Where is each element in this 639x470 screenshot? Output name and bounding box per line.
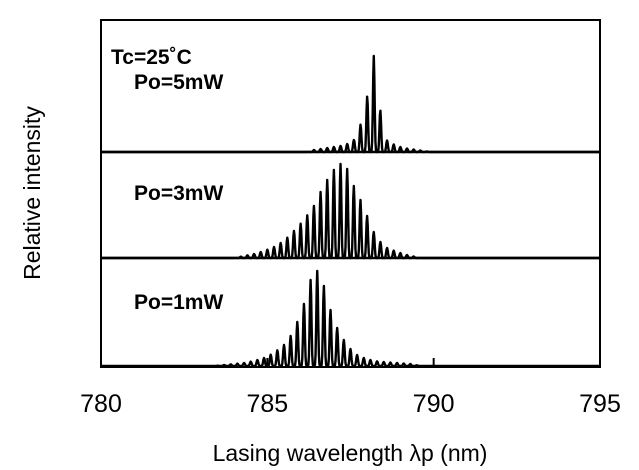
x-tick-label-785: 785 <box>246 390 288 418</box>
spectra-group <box>101 54 600 368</box>
x-tick-label-790: 790 <box>413 390 455 418</box>
spectrum-line-po-3mw <box>101 162 600 260</box>
plot-frame <box>100 19 601 368</box>
spectrum-line-po-1mw <box>101 269 600 368</box>
panel-baselines <box>101 150 600 260</box>
x-tick-label-780: 780 <box>80 390 122 418</box>
series-label-po-5mw: Po=5mW <box>134 71 223 94</box>
spectrum-line-po-5mw <box>101 54 600 154</box>
x-tick-label-795: 795 <box>579 390 621 418</box>
temperature-annotation: Tc=25˚C <box>111 46 192 69</box>
series-label-po-1mw: Po=1mW <box>134 291 223 314</box>
series-label-po-3mw: Po=3mW <box>134 182 223 205</box>
x-ticks: 780 785 790 795 <box>80 358 621 418</box>
y-axis-title: Relative intensity <box>19 106 45 280</box>
x-axis-title: Lasing wavelength λp (nm) <box>213 440 488 466</box>
